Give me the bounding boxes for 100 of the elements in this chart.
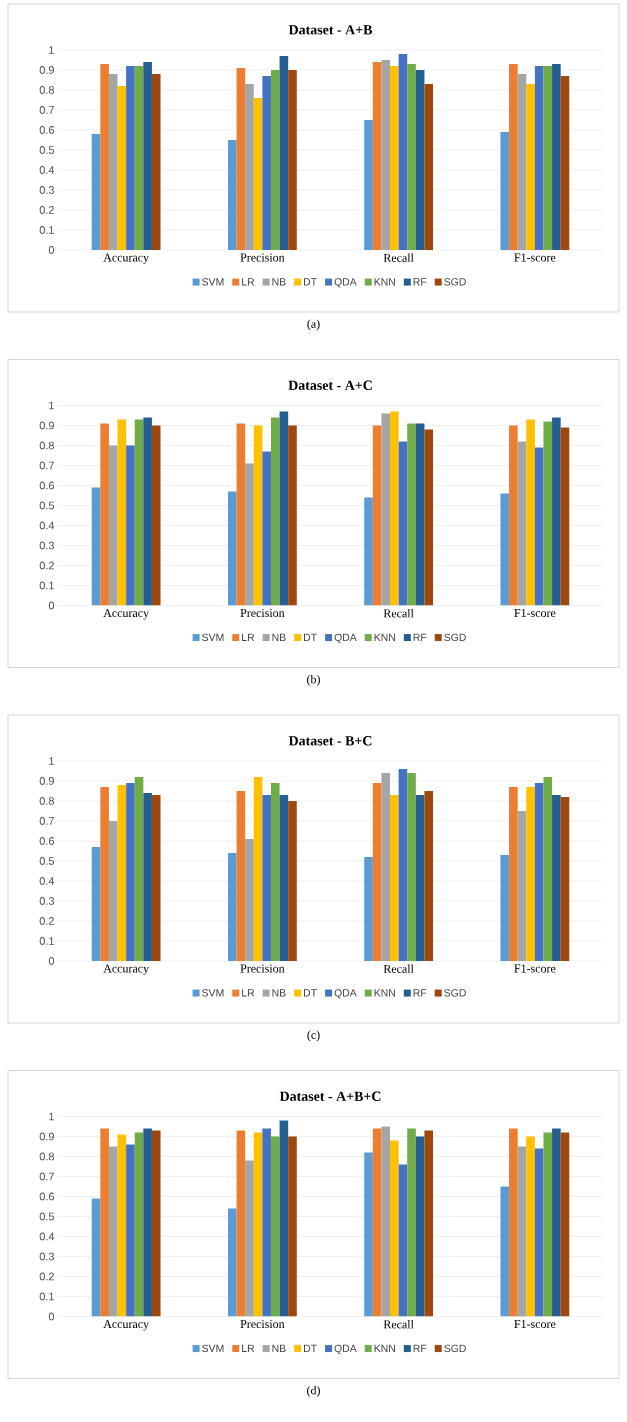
y-tick-label: 0.2: [39, 206, 54, 214]
legend-label: RF: [413, 989, 427, 997]
bar: [227, 1208, 237, 1317]
x-tick-label: Recall: [383, 964, 414, 973]
bar: [270, 417, 280, 606]
bar: [270, 782, 280, 961]
legend-label: QDA: [334, 1344, 357, 1354]
bar: [262, 451, 271, 606]
bar: [415, 69, 425, 250]
bar: [91, 1198, 101, 1317]
y-tick-label: 0.9: [39, 777, 54, 785]
legend-label: RF: [413, 633, 427, 641]
bar: [134, 419, 144, 606]
y-tick-label: 0.4: [39, 1232, 55, 1241]
bar: [288, 69, 297, 250]
bar: [143, 792, 152, 961]
y-tick-label: 0.8: [39, 86, 54, 94]
y-tick-label: 0.5: [39, 1212, 55, 1221]
y-tick-label: 0.7: [39, 1172, 54, 1181]
bar: [390, 794, 399, 961]
bar: [517, 73, 527, 250]
x-tick-label: Accuracy: [103, 964, 149, 975]
legend-label: RF: [413, 278, 427, 286]
bar: [372, 1128, 382, 1317]
bar: [151, 794, 161, 961]
y-tick-label: 0.1: [39, 226, 54, 234]
bar: [126, 782, 135, 961]
bar: [253, 425, 263, 606]
bar: [552, 794, 561, 961]
bar: [415, 423, 425, 606]
bar: [227, 491, 237, 606]
bar: [424, 1130, 434, 1317]
x-tick-label: Precision: [240, 964, 285, 973]
bar: [227, 139, 237, 250]
bar: [407, 1128, 416, 1317]
x-tick-label: Recall: [383, 1320, 414, 1329]
bar: [534, 447, 544, 606]
bar: [126, 445, 135, 606]
y-tick-label: 0.2: [39, 917, 54, 925]
y-tick-label: 0.1: [39, 937, 54, 945]
bar: [143, 417, 152, 606]
bar: [500, 854, 510, 961]
bar: [424, 429, 434, 606]
y-tick-label: 0.8: [39, 1152, 54, 1161]
y-tick-label: 0.5: [39, 857, 55, 865]
x-tick-label: Accuracy: [103, 253, 149, 264]
y-tick-label: 0: [48, 246, 55, 254]
y-tick-label: 0.2: [39, 561, 54, 570]
bar: [262, 794, 271, 961]
y-tick-label: 0.9: [39, 1132, 54, 1141]
bar: [245, 1160, 254, 1317]
bar: [552, 1128, 561, 1317]
bar: [236, 67, 246, 250]
x-tick-label: Accuracy: [103, 1320, 149, 1331]
bar: [108, 445, 118, 606]
bar: [517, 810, 527, 961]
y-tick-label: 0.1: [39, 1292, 54, 1301]
legend-label: SVM: [202, 1344, 224, 1353]
bar: [543, 1132, 553, 1317]
y-tick-label: 0.9: [39, 66, 54, 74]
x-tick-label: F1-score: [514, 609, 556, 617]
bar: [543, 65, 553, 250]
bar: [364, 1152, 373, 1317]
bar: [526, 419, 535, 606]
bar: [270, 69, 280, 250]
bar: [245, 838, 254, 961]
bar: [552, 63, 561, 250]
y-tick-label: 1: [49, 46, 54, 54]
bar: [390, 65, 399, 250]
text: (b): [307, 675, 320, 686]
x-tick-label: F1-score: [514, 1320, 556, 1328]
text: (d): [307, 1386, 320, 1397]
x-tick-label: Precision: [240, 253, 285, 262]
bar: [288, 800, 297, 961]
y-tick-label: 0.3: [39, 897, 54, 905]
bar: [108, 1146, 118, 1317]
bar: [390, 1140, 399, 1317]
y-tick-label: 0.3: [39, 541, 54, 550]
y-tick-label: 0: [48, 601, 55, 610]
bar: [253, 97, 263, 250]
bar: [509, 63, 518, 250]
legend-label: DT: [304, 633, 317, 641]
bar: [253, 776, 263, 961]
bar: [91, 846, 101, 961]
y-tick-label: 0.6: [39, 126, 54, 134]
bar: [381, 413, 391, 606]
x-tick-label: Accuracy: [103, 609, 149, 620]
y-tick-label: 0: [48, 957, 55, 965]
bar: [517, 441, 527, 606]
bar: [100, 63, 109, 250]
y-tick-label: 0.8: [39, 797, 54, 805]
bar: [407, 423, 416, 606]
bar: [560, 1132, 570, 1317]
bar: [534, 65, 544, 250]
y-tick-label: 1: [49, 401, 54, 410]
x-tick-label: F1-score: [514, 964, 556, 973]
bar: [509, 1128, 518, 1317]
x-tick-label: Recall: [383, 609, 414, 618]
bar: [262, 75, 271, 250]
bar: [424, 83, 434, 250]
